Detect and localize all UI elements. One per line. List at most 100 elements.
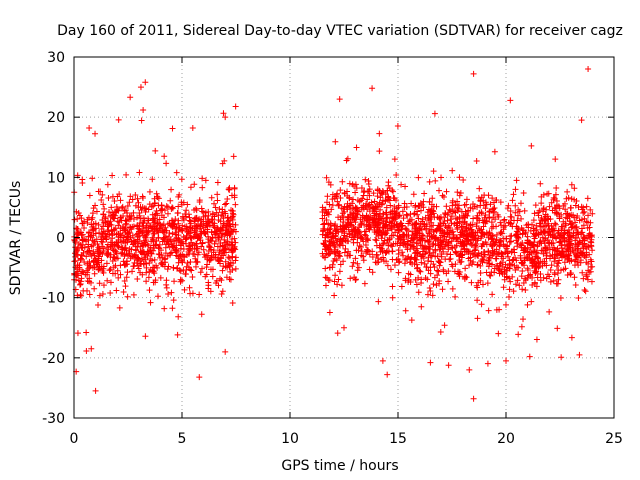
data-point <box>401 200 408 207</box>
data-point <box>337 187 344 194</box>
data-point <box>514 212 521 219</box>
data-point <box>463 220 470 227</box>
data-point <box>195 217 202 224</box>
data-point <box>558 211 565 218</box>
data-point <box>435 222 442 229</box>
data-point <box>344 216 351 223</box>
data-point <box>137 84 144 91</box>
data-point <box>182 270 189 277</box>
data-point <box>384 371 391 378</box>
data-point <box>494 262 501 269</box>
data-point <box>125 250 132 257</box>
data-point <box>75 268 82 275</box>
data-point <box>541 229 548 236</box>
data-point <box>408 241 415 248</box>
data-point <box>140 214 147 221</box>
data-point <box>98 263 105 270</box>
data-point <box>183 223 190 230</box>
data-point <box>147 223 154 230</box>
data-point <box>534 250 541 257</box>
data-point <box>130 263 137 270</box>
data-point <box>204 261 211 268</box>
data-point <box>511 262 518 269</box>
data-point <box>111 254 118 261</box>
data-point <box>160 236 167 243</box>
data-point <box>414 245 421 252</box>
data-point <box>545 190 552 197</box>
data-point <box>567 271 574 278</box>
data-point <box>580 234 587 241</box>
data-point <box>137 228 144 235</box>
data-point <box>427 287 434 294</box>
data-point <box>536 220 543 227</box>
data-point <box>558 354 565 361</box>
data-point <box>123 233 130 240</box>
data-point <box>169 125 176 132</box>
data-point <box>152 215 159 222</box>
data-point <box>130 240 137 247</box>
data-point <box>531 235 538 242</box>
data-point <box>81 259 88 266</box>
data-point <box>162 250 169 257</box>
data-point <box>224 196 231 203</box>
data-point <box>209 266 216 273</box>
data-point <box>564 188 571 195</box>
data-point <box>100 211 107 218</box>
data-point <box>571 274 578 281</box>
data-point <box>526 251 533 258</box>
data-point <box>585 267 592 274</box>
data-point <box>468 237 475 244</box>
data-point <box>502 243 509 250</box>
data-point <box>194 251 201 258</box>
data-point <box>535 212 542 219</box>
data-point <box>183 235 190 242</box>
data-point <box>588 258 595 265</box>
data-point <box>506 239 513 246</box>
data-point <box>214 224 221 231</box>
data-point <box>487 201 494 208</box>
data-point <box>161 263 168 270</box>
data-point <box>412 202 419 209</box>
data-point <box>325 243 332 250</box>
data-point <box>351 183 358 190</box>
data-point <box>88 345 95 352</box>
data-point <box>118 238 125 245</box>
data-point <box>451 221 458 228</box>
data-point <box>350 223 357 230</box>
data-point <box>189 250 196 257</box>
data-point <box>214 197 221 204</box>
data-point <box>344 238 351 245</box>
data-point <box>328 206 335 213</box>
data-point <box>403 211 410 218</box>
data-point <box>417 268 424 275</box>
data-point <box>402 225 409 232</box>
data-point <box>140 261 147 268</box>
data-point <box>151 226 158 233</box>
data-point <box>170 238 177 245</box>
data-point <box>364 248 371 255</box>
data-point <box>143 269 150 276</box>
data-point <box>98 257 105 264</box>
data-point <box>376 130 383 137</box>
data-point <box>513 232 520 239</box>
data-point <box>157 254 164 261</box>
data-point <box>331 248 338 255</box>
data-point <box>388 232 395 239</box>
data-point <box>164 266 171 273</box>
data-point <box>418 207 425 214</box>
data-point <box>452 215 459 222</box>
data-point <box>138 117 145 124</box>
data-point <box>163 203 170 210</box>
data-point <box>108 204 115 211</box>
data-point <box>95 266 102 273</box>
data-point <box>196 374 203 381</box>
data-point <box>172 216 179 223</box>
data-point <box>580 209 587 216</box>
data-point <box>189 242 196 249</box>
data-point <box>542 235 549 242</box>
data-point <box>355 264 362 271</box>
data-point <box>185 248 192 255</box>
data-point <box>219 288 226 295</box>
data-point <box>363 200 370 207</box>
data-point <box>358 220 365 227</box>
